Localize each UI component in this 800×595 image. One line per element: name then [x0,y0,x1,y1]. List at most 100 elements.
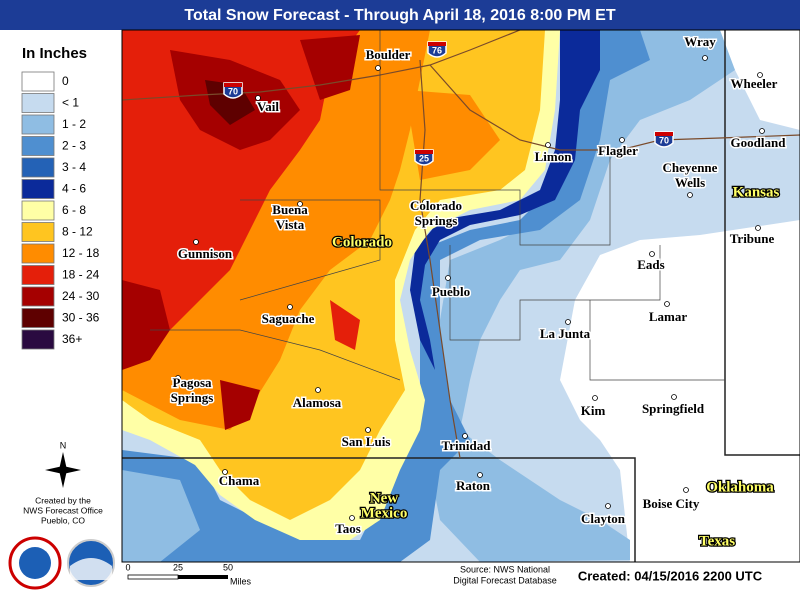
city-dot [664,301,670,307]
city-label: Springfield [642,401,705,416]
interstate-band [224,83,242,87]
legend-label: 18 - 24 [62,268,100,282]
city-dot [545,142,551,148]
legend-label: 24 - 30 [62,289,100,303]
city-dot [702,55,708,61]
city-label: Boulder [366,47,411,62]
interstate-band [428,42,446,46]
city-label: Tribune [730,231,775,246]
city-label: Kim [581,403,606,418]
city-dot [687,192,693,198]
state-label: Colorado [332,234,392,250]
city-dot [375,65,381,71]
city-label: Boise City [643,496,700,511]
scale-tick-label: 0 [125,562,130,572]
legend-label: 1 - 2 [62,117,86,131]
city-label: Springs [415,213,458,228]
city-dot [649,251,655,257]
legend-label: 6 - 8 [62,203,86,217]
city-dot [462,433,468,439]
legend-label: 36+ [62,332,82,346]
legend-label: 8 - 12 [62,225,93,239]
legend-swatch [21,329,55,350]
city-label: San Luis [342,434,391,449]
city-label: Clayton [581,511,626,526]
legend-label: 30 - 36 [62,311,100,325]
state-label: New [370,490,398,506]
city-dot [287,304,293,310]
city-label: Wheeler [731,76,778,91]
city-label: Trinidad [442,438,492,453]
city-dot [477,472,483,478]
city-label: Chama [219,473,260,488]
city-dot [565,319,571,325]
snow-map [122,30,800,562]
city-dot [671,394,677,400]
city-label: Vail [257,99,279,114]
city-label: Raton [456,478,491,493]
city-label: Gunnison [178,246,233,261]
legend-swatch [21,136,55,156]
city-label: Vista [276,217,305,232]
credit-line: NWS Forecast Office [23,505,103,515]
city-label: Saguache [262,311,315,326]
city-label: Wray [684,34,716,49]
city-label: Pagosa [173,375,213,390]
city-dot [755,225,761,231]
source-line: Source: NWS National [460,564,550,574]
scale-bar [127,574,228,580]
city-dot [759,128,765,134]
interstate-number: 76 [432,45,442,55]
city-label: Buena [272,202,308,217]
legend: 0 < 1 1 - 2 2 - 3 3 - 4 4 - 6 6 - 8 8 - 12 12 - … [21,71,100,350]
city-dot [349,515,355,521]
city-label: Limon [535,149,573,164]
source-line: Digital Forecast Database [453,575,557,585]
legend-label: 12 - 18 [62,246,100,260]
interstate-number: 70 [228,86,238,96]
legend-label: 0 [62,74,69,88]
legend-swatch [21,243,55,264]
city-dot [175,375,181,381]
legend-swatch [21,308,55,328]
legend-label: 4 - 6 [62,182,86,196]
agency-logos [8,536,115,590]
city-dot [255,95,261,101]
legend-swatch [21,222,55,242]
city-dot [445,275,451,281]
interstate-number: 70 [659,135,669,145]
city-label: Colorado [410,198,462,213]
city-label: Taos [335,521,361,536]
city-label: Pueblo [432,284,470,299]
title: Total Snow Forecast - Through April 18, … [184,7,615,24]
interstate-band [415,150,433,154]
credit-line: Pueblo, CO [41,515,85,525]
legend-label: 2 - 3 [62,139,86,153]
state-label: Kansas [733,184,780,200]
legend-swatch [21,200,55,221]
legend-swatch [21,114,55,135]
city-label: Alamosa [293,395,342,410]
city-label: Lamar [649,309,688,324]
interstate-number: 25 [419,153,429,163]
city-dot [422,199,428,205]
city-label: La Junta [540,326,591,341]
state-label: Oklahoma [706,479,774,495]
map-frame [121,29,800,563]
legend-swatch [21,71,55,92]
city-dot [683,487,689,493]
legend-label: 3 - 4 [62,160,86,174]
legend-swatch [21,93,55,113]
city-label: Goodland [731,135,787,150]
city-dot [365,427,371,433]
interstate-band [655,132,673,136]
city-dot [619,137,625,143]
legend-title: In Inches [22,45,87,62]
city-label: Springs [171,390,214,405]
state-label: Texas [699,533,735,549]
scale-tick-label: 25 [173,562,183,572]
city-label: Eads [637,257,664,272]
legend-swatch [21,179,55,199]
legend-label: < 1 [62,96,79,110]
